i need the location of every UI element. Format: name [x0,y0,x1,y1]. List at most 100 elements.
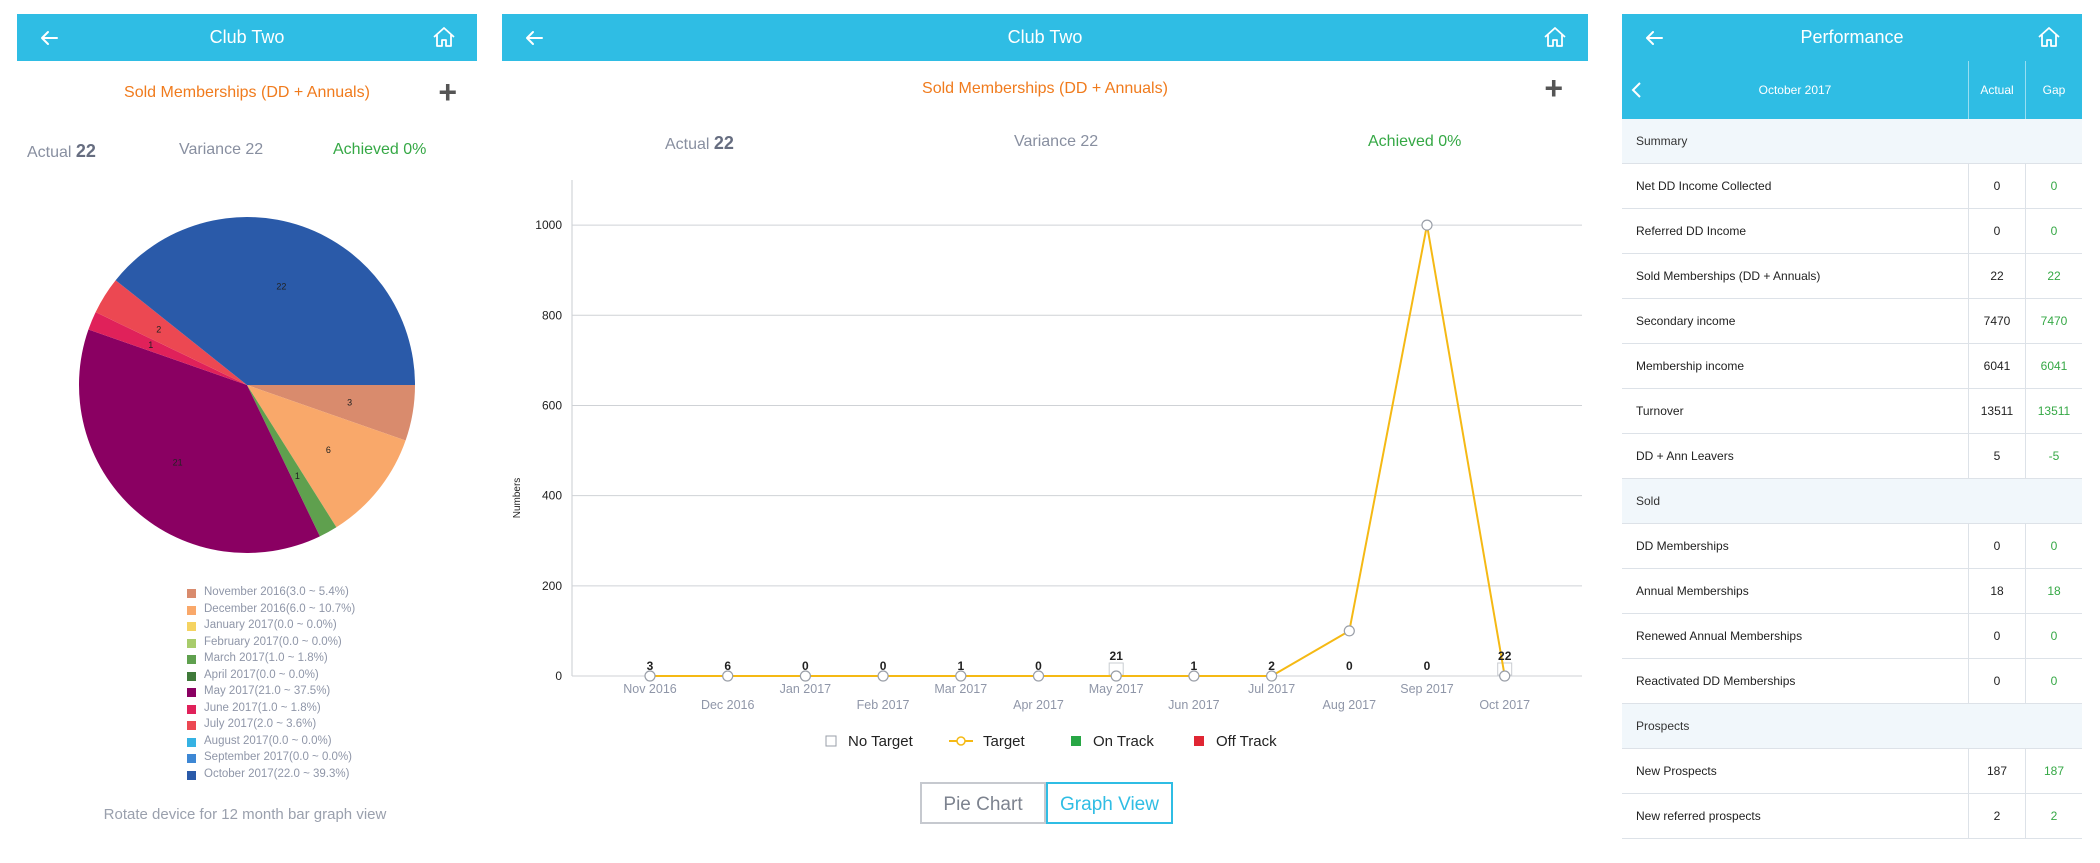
pie-slice-label: 2 [156,325,161,335]
column-divider [2025,569,2026,613]
actual-value: 0 [1993,629,2001,643]
legend-label: August 2017(0.0 ~ 0.0%) [204,734,332,747]
header-title: Club Two [1007,27,1083,47]
table-header: October 2017 Actual Gap [1622,61,2082,119]
legend-item: November 2016(3.0 ~ 5.4%) [187,586,355,603]
back-arrow-icon[interactable] [1642,26,1666,50]
pie-slice[interactable] [88,312,247,385]
table-row[interactable]: DD Memberships 0 0 [1622,524,2082,569]
pie-legend: November 2016(3.0 ~ 5.4%) December 2016(6… [187,586,355,784]
section-row: Summary [1622,119,2082,164]
graph-view-button[interactable]: Graph View [1046,782,1173,824]
target-point[interactable] [1110,670,1122,682]
table-row[interactable]: Secondary income 7470 7470 [1622,299,2082,344]
table-row[interactable]: DD + Ann Leavers 5 -5 [1622,434,2082,479]
row-label: Annual Memberships [1636,584,1749,598]
month-selector[interactable]: October 2017 [1758,83,1832,97]
legend-marker [949,736,973,746]
chevron-left-icon[interactable] [1630,81,1644,99]
target-point[interactable] [1499,670,1511,682]
column-divider [1968,434,1969,478]
column-divider [1968,749,1969,793]
pie-slice[interactable] [247,385,406,528]
pie-slice[interactable] [247,385,337,537]
add-button[interactable]: + [438,74,457,110]
back-arrow-icon[interactable] [522,26,546,50]
column-divider [2025,614,2026,658]
target-point[interactable] [1188,670,1200,682]
row-label: Turnover [1636,404,1684,418]
actual-value: 22 [713,133,734,153]
pie-slice[interactable] [78,329,320,553]
legend-swatch [187,605,196,615]
table-row[interactable]: Turnover 13511 13511 [1622,389,2082,434]
column-divider [2025,524,2026,568]
legend-item[interactable]: On Track [1069,733,1154,750]
home-icon[interactable] [1542,24,1568,50]
legend-label: December 2016(6.0 ~ 10.7%) [204,602,356,615]
column-divider [2025,209,2026,253]
home-icon[interactable] [431,24,457,50]
back-arrow-icon[interactable] [37,26,61,50]
gap-value: 0 [2050,539,2058,553]
legend-swatch [187,721,196,730]
table-row[interactable]: Net DD Income Collected 0 0 [1622,164,2082,209]
target-point[interactable] [1265,670,1278,682]
rotate-note: Rotate device for 12 month bar graph vie… [103,806,387,823]
legend-item: January 2017(0.0 ~ 0.0%) [187,619,355,636]
legend-item: July 2017(2.0 ~ 3.6%) [187,718,355,735]
table-row[interactable]: Membership income 6041 6041 [1622,344,2082,389]
table-row[interactable]: Renewed Annual Memberships 0 0 [1622,614,2082,659]
legend-item[interactable]: No Target [824,733,913,750]
legend-item[interactable]: Off Track [1192,733,1277,750]
pie-slice[interactable] [95,280,247,385]
pie-slice-label: 21 [173,458,183,468]
legend-swatch [187,688,196,697]
x-tick-label: Apr 2017 [1013,698,1064,712]
target-point[interactable] [1032,670,1045,682]
add-button[interactable]: + [1544,70,1563,106]
target-point[interactable] [877,670,889,682]
achieved-stat: Achieved 0% [333,141,427,158]
left-header: Club Two [17,14,477,61]
column-divider [1968,61,1969,119]
gap-value: 0 [2050,629,2058,643]
actual-value: 5 [1993,449,2001,463]
legend-label: April 2017(0.0 ~ 0.0%) [204,668,319,681]
pie-slice-label: 6 [326,445,331,455]
table-row[interactable]: Annual Memberships 18 18 [1622,569,2082,614]
legend-label: May 2017(21.0 ~ 37.5%) [204,685,331,697]
pie-slice-label: 1 [148,340,153,350]
x-tick-label: Nov 2016 [623,682,677,696]
target-point[interactable] [955,670,967,682]
legend-item: June 2017(1.0 ~ 1.8%) [187,702,355,719]
legend-item[interactable]: Target [949,733,1025,750]
pie-chart-button[interactable]: Pie Chart [920,782,1046,824]
target-point[interactable] [722,670,734,682]
middle-panel: Club Two Sold Memberships (DD + Annuals)… [502,0,1588,863]
actual-label: Actual [27,144,72,161]
column-divider [2025,61,2026,119]
legend-swatch [187,770,196,780]
gap-value: 2 [2050,809,2058,823]
legend-item: October 2017(22.0 ~ 39.3%) [187,768,355,785]
table-row[interactable]: New referred prospects 2 2 [1622,794,2082,839]
row-label: Secondary income [1636,314,1736,328]
target-point[interactable] [644,670,656,682]
pie-slice[interactable] [247,385,415,441]
home-icon[interactable] [2036,24,2062,50]
legend-label: On Track [1093,733,1154,750]
section-label: Sold [1636,494,1661,508]
pie-slice[interactable] [115,216,415,385]
table-row[interactable]: Reactivated DD Memberships 0 0 [1622,659,2082,704]
legend-item: April 2017(0.0 ~ 0.0%) [187,669,355,686]
target-point[interactable] [1343,625,1355,637]
legend-label: October 2017(22.0 ~ 39.3%) [204,767,350,780]
table-row[interactable]: Sold Memberships (DD + Annuals) 22 22 [1622,254,2082,299]
target-point[interactable] [799,670,811,682]
table-row[interactable]: New Prospects 187 187 [1622,749,2082,794]
table-row[interactable]: Referred DD Income 0 0 [1622,209,2082,254]
legend-label: June 2017(1.0 ~ 1.8%) [204,701,321,714]
target-point[interactable] [1421,219,1433,231]
row-label: New referred prospects [1636,809,1761,823]
